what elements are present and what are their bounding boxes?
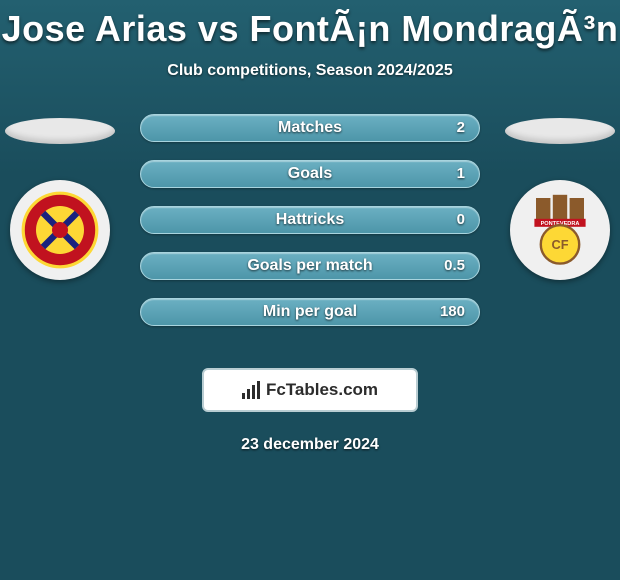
stat-label: Goals per match: [141, 253, 479, 279]
player-right-placeholder: [505, 118, 615, 144]
date-text: 23 december 2024: [0, 436, 620, 454]
club-crest-left: [10, 180, 110, 280]
stat-value: 0.5: [444, 253, 465, 279]
stat-bar-goals-per-match: Goals per match 0.5: [140, 252, 480, 280]
stat-value: 2: [457, 115, 465, 141]
stat-label: Matches: [141, 115, 479, 141]
svg-text:CF: CF: [551, 237, 568, 252]
brand-text: FcTables.com: [266, 380, 378, 400]
crest-left-icon: [20, 190, 100, 270]
crest-right-icon: PONTEVEDRA CF: [520, 190, 600, 270]
stat-bar-min-per-goal: Min per goal 180: [140, 298, 480, 326]
club-crest-right: PONTEVEDRA CF: [510, 180, 610, 280]
stat-label: Hattricks: [141, 207, 479, 233]
player-right-column: PONTEVEDRA CF: [500, 110, 620, 280]
page-title: Jose Arias vs FontÃ¡n MondragÃ³n: [0, 0, 620, 50]
bar-chart-icon: [242, 381, 260, 399]
stat-bar-hattricks: Hattricks 0: [140, 206, 480, 234]
stat-bar-matches: Matches 2: [140, 114, 480, 142]
stat-value: 1: [457, 161, 465, 187]
stat-value: 0: [457, 207, 465, 233]
comparison-panel: PONTEVEDRA CF Matches 2 Goals 1 Hattrick…: [0, 110, 620, 350]
stat-label: Goals: [141, 161, 479, 187]
brand-box: FcTables.com: [202, 368, 418, 412]
player-left-placeholder: [5, 118, 115, 144]
stat-bars: Matches 2 Goals 1 Hattricks 0 Goals per …: [140, 110, 480, 326]
stat-bar-goals: Goals 1: [140, 160, 480, 188]
player-left-column: [0, 110, 120, 280]
stat-value: 180: [440, 299, 465, 325]
stat-label: Min per goal: [141, 299, 479, 325]
page-subtitle: Club competitions, Season 2024/2025: [0, 62, 620, 80]
